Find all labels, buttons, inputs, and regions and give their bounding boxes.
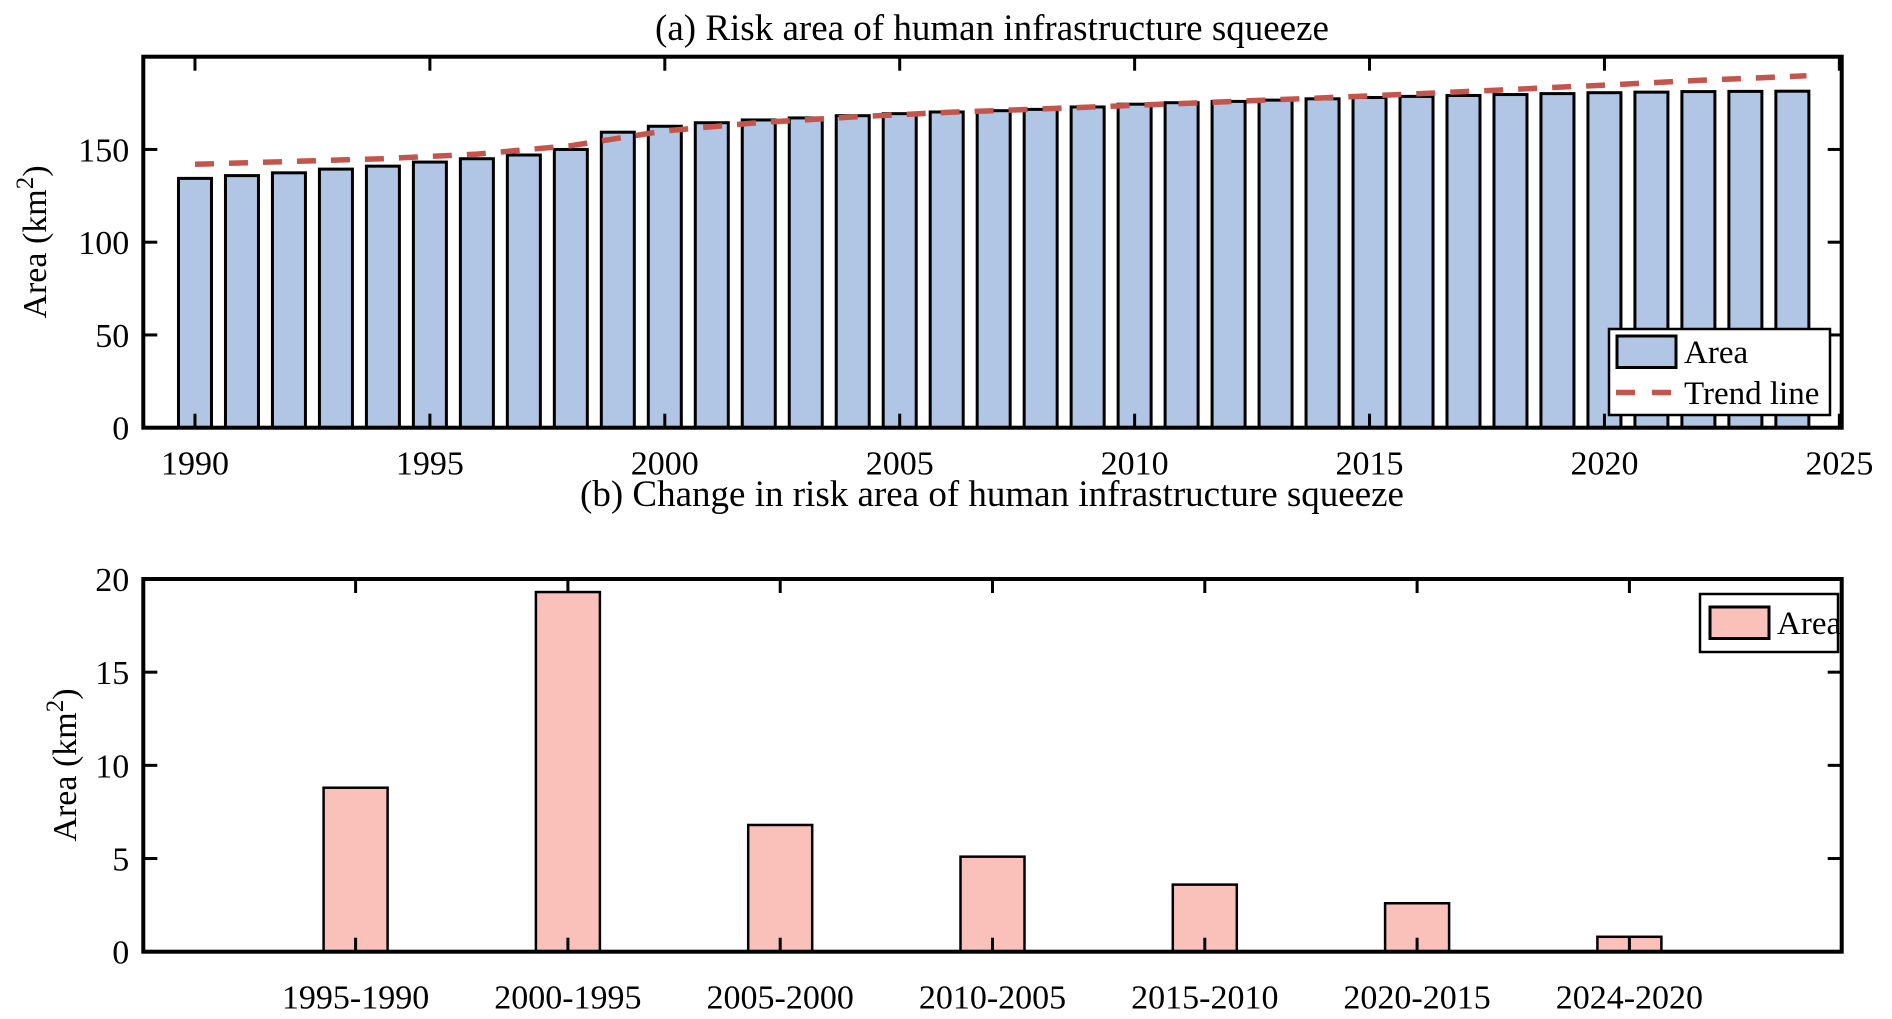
chart-a-xticklabel-1995: 1995	[396, 446, 464, 483]
chart-a-bar-2019	[1539, 92, 1576, 430]
chart-a-xticklabel-1990: 1990	[161, 446, 229, 483]
chart-a-bar-2017	[1445, 93, 1482, 430]
chart-a-xticklabel-2020: 2020	[1570, 446, 1638, 483]
chart-a-bar-1993	[317, 167, 354, 430]
chart-a-bar-1999	[599, 130, 636, 430]
chart-b-yticklabel-10: 10	[95, 748, 129, 785]
chart-a-yticklabel-100: 100	[78, 225, 129, 262]
chart-a-xticklabel-2015: 2015	[1336, 446, 1404, 483]
chart-b-ylabel-base: Area (km	[47, 712, 84, 841]
chart-a-bar-2007	[975, 109, 1012, 430]
chart-a-yticklabel-0: 0	[112, 411, 129, 448]
chart-a-bar-2013	[1257, 98, 1294, 430]
chart-a-bar-2003	[787, 116, 824, 430]
chart-b-bar-2010-2005	[959, 855, 1026, 953]
chart-a-bar-2004	[834, 114, 871, 430]
chart-a-bar-2001	[693, 121, 730, 430]
chart-a-yticklabel-50: 50	[95, 318, 129, 355]
chart-a-ylabel-close: )	[17, 165, 54, 176]
chart-a-ylabel: Area (km2)	[12, 165, 54, 318]
chart-a-bar-2010	[1116, 102, 1153, 430]
chart-b-xticklabel-2010-2005: 2010-2005	[919, 980, 1066, 1017]
chart-a-bar-2006	[928, 110, 965, 430]
chart-a-xticklabel-2010: 2010	[1101, 446, 1169, 483]
chart-a-bar-2011	[1163, 101, 1200, 430]
chart-b-xticklabel-2005-2000: 2005-2000	[707, 980, 854, 1017]
chart-a-bar-1991	[223, 174, 260, 430]
legend-a-area-swatch	[1615, 334, 1678, 369]
chart-a-bar-1998	[552, 147, 589, 430]
chart-b-ylabel: Area (km2)	[42, 688, 84, 841]
chart-b-xticklabel-2020-2015: 2020-2015	[1343, 980, 1490, 1017]
legend-a: Area Trend line	[1607, 327, 1832, 417]
legend-b: Area	[1698, 592, 1841, 654]
chart-b-ylabel-superscript: 2	[42, 700, 69, 713]
chart-a-bar-2002	[740, 118, 777, 430]
chart-a-xticklabel-2025: 2025	[1805, 446, 1873, 483]
legend-a-trendline-label: Trend line	[1684, 376, 1819, 412]
chart-b-xticklabel-2015-2010: 2015-2010	[1131, 980, 1278, 1017]
chart-a-bar-1994	[364, 164, 401, 430]
chart-b-yticklabel-5: 5	[112, 842, 129, 879]
chart-a-bar-1995	[411, 160, 448, 430]
chart-b-title: (b) Change in risk area of human infrast…	[580, 474, 1404, 515]
legend-b-area-label: Area	[1777, 606, 1841, 642]
chart-a-bar-1990	[176, 176, 213, 430]
chart-a-trend-line	[194, 73, 1807, 168]
chart-b-bar-2005-2000	[746, 823, 814, 953]
chart-a-bar-2009	[1069, 105, 1106, 430]
chart-b-xticklabel-1995-1990: 1995-1990	[282, 980, 429, 1017]
chart-a-xticklabel-2005: 2005	[866, 446, 934, 483]
chart-a-plot: 1990 1995 2000 2005 2010 2015 2020 2025 0 50 100 15…	[78, 54, 1873, 483]
chart-a-xticklabel-2000: 2000	[631, 446, 699, 483]
chart-b-yticklabel-15: 15	[95, 655, 129, 692]
chart-b-xticklabel-2024-2020: 2024-2020	[1556, 980, 1703, 1017]
chart-a-bar-2000	[646, 124, 683, 430]
chart-b-yticklabel-0: 0	[112, 935, 129, 972]
legend-a-area-label: Area	[1684, 335, 1748, 371]
chart-b-xticklabel-2000-1995: 2000-1995	[494, 980, 641, 1017]
chart-a-bar-2018	[1492, 93, 1529, 430]
chart-a-bar-2008	[1022, 107, 1059, 430]
chart-a-bar-1996	[458, 157, 495, 430]
chart-a-bar-1997	[505, 153, 542, 430]
chart-a-bar-2005	[881, 112, 918, 430]
chart-a-ylabel-base: Area (km	[17, 189, 54, 318]
legend-b-area-swatch	[1708, 605, 1771, 640]
chart-b-yticklabel-20: 20	[95, 562, 129, 599]
chart-b-bar-1995-1990	[322, 786, 389, 953]
chart-a-bar-1992	[270, 171, 307, 430]
chart-b-plot: 1995-1990 2000-1995 2005-2000 2010-2005 2015…	[95, 562, 1844, 1017]
chart-b-bar-2000-1995	[534, 590, 602, 953]
chart-b-ylabel-close: )	[47, 688, 84, 699]
chart-a-yticklabel-150: 150	[78, 132, 129, 169]
chart-a-bar-2012	[1210, 99, 1247, 430]
chart-a-bar-2016	[1398, 94, 1435, 430]
chart-a-ylabel-superscript: 2	[12, 177, 39, 190]
chart-a-bar-2014	[1304, 97, 1341, 430]
chart-a-bar-2015	[1351, 96, 1388, 430]
chart-a-title: (a) Risk area of human infrastructure sq…	[655, 8, 1329, 49]
